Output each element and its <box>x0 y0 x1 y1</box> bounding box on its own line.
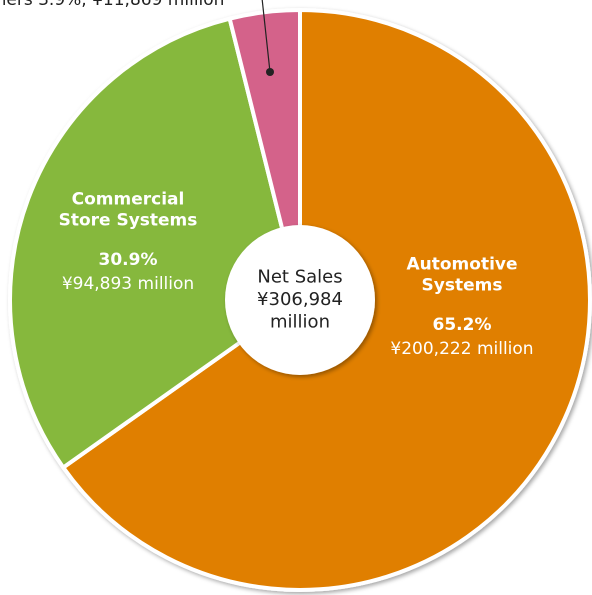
center-label: Net Sales ¥306,984 million <box>257 267 343 333</box>
pie-slice <box>8 16 302 470</box>
slice-label: Automotive Systems <box>406 254 517 295</box>
leader-line <box>261 0 271 73</box>
amount-label: ¥200,222 million <box>390 339 533 359</box>
slice-label: Commercial Store Systems <box>59 189 198 230</box>
center-circle <box>225 225 375 375</box>
value-label: 30.9% <box>99 250 158 270</box>
value-label: 65.2% <box>433 315 492 335</box>
leader-dot <box>266 68 274 76</box>
annotation: Others 3.9%, ¥11,869 million <box>0 0 224 10</box>
amount-label: ¥94,893 million <box>62 274 194 294</box>
